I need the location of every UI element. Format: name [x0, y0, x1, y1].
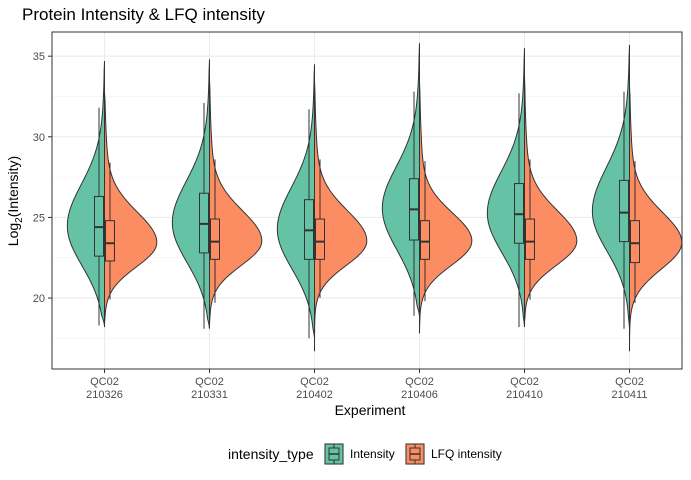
intensity-violin [171, 59, 210, 329]
legend-item: Intensity [324, 443, 395, 465]
axes: QC02210326QC02210331QC02210402QC02210406… [33, 31, 683, 401]
x-tick-label-line2: 210411 [612, 389, 648, 401]
x-tick-label-line1: QC02 [405, 376, 434, 388]
lfq-box-rect [420, 220, 430, 260]
x-tick-label-line1: QC02 [300, 376, 329, 388]
intensity-violin [66, 61, 105, 326]
intensity-violin [381, 43, 420, 316]
x-tick-label-line1: QC02 [195, 376, 224, 388]
intensity-violin [591, 44, 630, 329]
y-tick-label: 35 [33, 51, 45, 63]
x-axis-title: Experiment [335, 402, 406, 418]
panel-border [51, 31, 683, 370]
chart-title: Protein Intensity & LFQ intensity [22, 5, 265, 24]
y-tick-label: 25 [33, 212, 45, 224]
x-tick-label-line2: 210406 [401, 389, 438, 401]
legend-item: LFQ intensity [405, 443, 502, 465]
y-tick-label: 20 [33, 293, 45, 305]
plot-area [52, 32, 683, 369]
intensity-box-rect [619, 179, 629, 243]
legend-title: intensity_type [228, 446, 314, 462]
lfq-violin [629, 85, 683, 352]
x-tick-label-line2: 210410 [506, 389, 543, 401]
x-tick-label-line2: 210331 [191, 389, 228, 401]
lfq-violin [524, 77, 578, 326]
plot-background [52, 32, 682, 369]
y-axis-title-rest: (Intensity) [5, 156, 21, 217]
legend-label: Intensity [350, 447, 395, 461]
legend-label: LFQ intensity [431, 447, 502, 461]
lfq-box-rect [105, 220, 115, 262]
lfq-box-rect [630, 220, 640, 264]
x-tick-label-line2: 210402 [296, 389, 333, 401]
intensity-violin [276, 64, 315, 339]
intensity-violin [486, 48, 525, 328]
y-axis-title: Log2(Intensity) [5, 156, 25, 246]
x-tick-label-line1: QC02 [615, 376, 644, 388]
x-tick-label-line2: 210326 [86, 389, 123, 401]
x-tick-label-line1: QC02 [510, 376, 539, 388]
lfq-violin [209, 78, 263, 328]
lfq-violin [104, 91, 158, 328]
legend: intensity_type Intensity LFQ intensity [228, 443, 502, 465]
y-tick-label: 30 [33, 132, 45, 144]
lfq-violin [314, 80, 368, 352]
y-axis-title-base: Log [5, 223, 21, 246]
x-tick-label-line1: QC02 [90, 376, 119, 388]
lfq-box-rect [315, 218, 325, 260]
lfq-box-rect [525, 218, 535, 260]
y-axis-title-sub: 2 [14, 217, 25, 223]
lfq-box-rect [210, 218, 220, 260]
